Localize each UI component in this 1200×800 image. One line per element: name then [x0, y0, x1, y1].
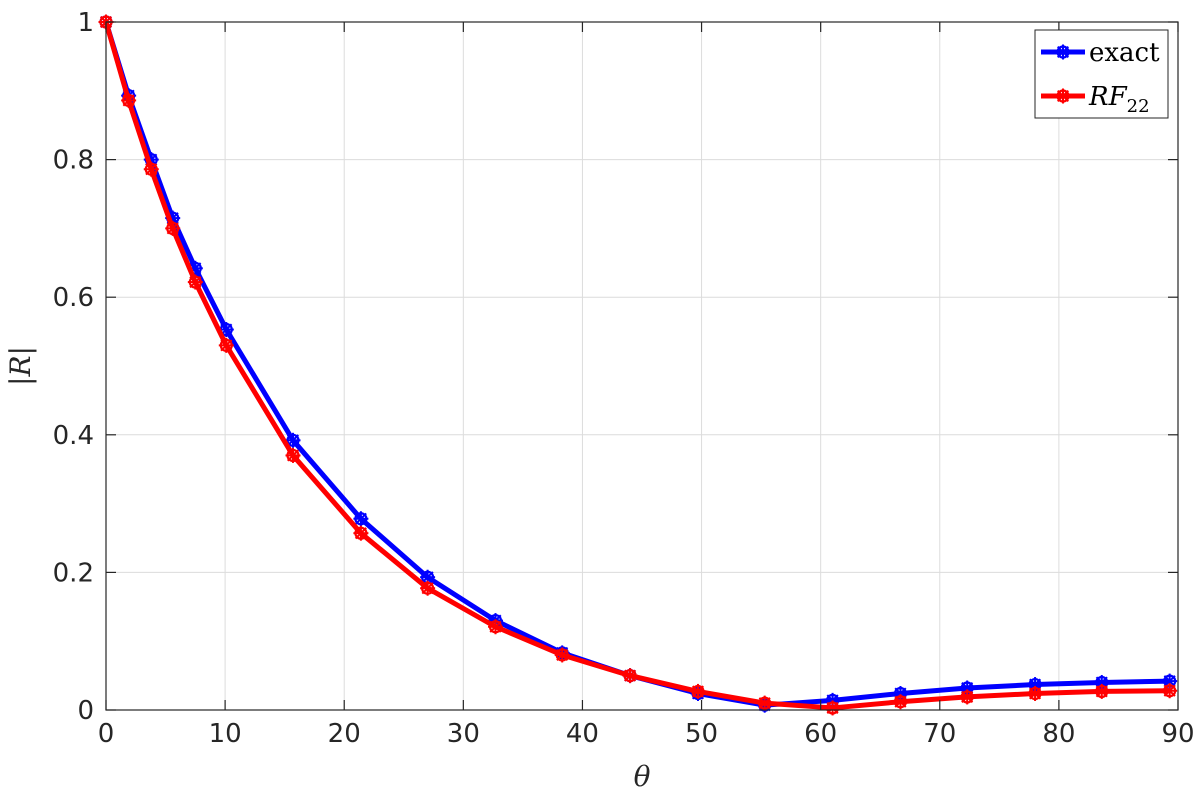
- data-point: [121, 92, 137, 108]
- y-tick-label: 0: [77, 696, 94, 726]
- data-point: [187, 274, 203, 290]
- x-tick-label: 80: [1042, 719, 1075, 749]
- data-point: [487, 619, 503, 635]
- x-tick-label: 40: [566, 719, 599, 749]
- legend-marker: [1055, 44, 1071, 60]
- legend-box: [1034, 29, 1169, 119]
- y-tick-label: 0.6: [53, 283, 94, 313]
- y-axis-title: |R|: [4, 346, 37, 386]
- data-point: [690, 683, 706, 699]
- data-point: [959, 689, 975, 705]
- data-point: [825, 700, 841, 716]
- y-tick-label: 0.8: [53, 146, 94, 176]
- x-tick-label: 30: [447, 719, 480, 749]
- legend-label: RF22: [1088, 82, 1150, 117]
- y-tick-label: 0.4: [53, 421, 94, 451]
- legend-label-subscript: 22: [1127, 96, 1150, 117]
- legend-label: exact: [1089, 38, 1160, 68]
- series-layer: [98, 14, 1178, 716]
- x-tick-label: 0: [98, 719, 115, 749]
- data-point: [218, 337, 234, 353]
- x-tick-label: 60: [804, 719, 837, 749]
- x-tick-label: 90: [1161, 719, 1194, 749]
- y-tick-label: 1: [77, 8, 94, 38]
- x-tick-label: 70: [923, 719, 956, 749]
- data-point: [353, 511, 369, 527]
- y-tick-label: 0.2: [53, 558, 94, 588]
- data-point: [1162, 683, 1178, 699]
- data-point: [353, 525, 369, 541]
- legend-item: exact: [1041, 38, 1160, 68]
- x-tick-label: 10: [209, 719, 242, 749]
- series-line: [103, 21, 1170, 708]
- data-point: [285, 447, 301, 463]
- data-point: [1027, 685, 1043, 701]
- legend-marker: [1055, 88, 1071, 104]
- data-point: [165, 220, 181, 236]
- legend: exact RF22: [1034, 29, 1169, 119]
- series-rf22: [98, 14, 1178, 716]
- data-point: [285, 432, 301, 448]
- legend-item: RF22: [1041, 82, 1150, 117]
- tick-labels: 0 10 20 30 40 50 60 70 80 90 0 0.2 0.4 0.6 0.8 1: [53, 8, 1195, 749]
- x-axis-title: θ: [634, 760, 651, 793]
- plot-frame: [105, 21, 1179, 711]
- series-exact: [98, 14, 1178, 713]
- grid-lines: [105, 21, 1179, 711]
- data-point: [757, 695, 773, 711]
- data-point: [420, 580, 436, 596]
- data-point: [143, 161, 159, 177]
- x-tick-label: 20: [328, 719, 361, 749]
- x-tick-label: 50: [685, 719, 718, 749]
- data-point: [554, 647, 570, 663]
- data-point: [622, 668, 638, 684]
- data-point: [892, 694, 908, 710]
- series-line: [103, 21, 1170, 711]
- data-point: [1094, 683, 1110, 699]
